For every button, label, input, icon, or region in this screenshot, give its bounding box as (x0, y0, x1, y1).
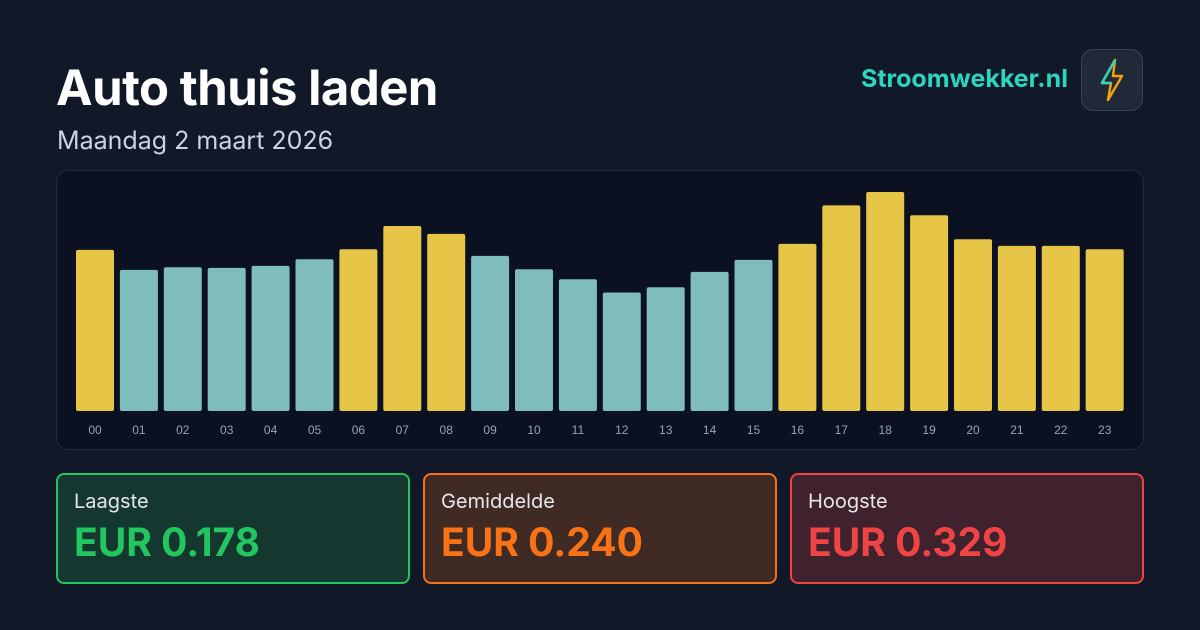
x-tick-label: 14 (703, 423, 717, 437)
bar (690, 271, 729, 411)
x-tick-label: 01 (132, 423, 146, 437)
stat-card: Gemiddelde EUR 0.240 (423, 473, 777, 584)
title: Auto thuis laden (56, 58, 438, 117)
x-tick-label: 22 (1054, 423, 1068, 437)
x-tick-label: 18 (879, 423, 893, 437)
bar (383, 225, 422, 411)
subtitle: Maandag 2 maart 2026 (57, 126, 334, 156)
bar (251, 265, 290, 411)
x-tick-label: 12 (615, 423, 629, 437)
bar (866, 192, 905, 411)
stat-card: Hoogste EUR 0.329 (790, 473, 1144, 584)
bar (119, 269, 158, 411)
x-tick-label: 19 (922, 423, 936, 437)
stat-value: EUR 0.178 (74, 519, 261, 566)
x-tick-label: 10 (527, 423, 541, 437)
brand-icon (1081, 49, 1143, 111)
x-tick-label: 00 (88, 423, 102, 437)
stat-card: Laagste EUR 0.178 (56, 473, 410, 584)
bar (163, 267, 202, 411)
bar (1085, 249, 1124, 411)
x-tick-label: 21 (1010, 423, 1024, 437)
bar (339, 249, 378, 411)
x-tick-label: 23 (1098, 423, 1112, 437)
bar (997, 245, 1036, 411)
x-tick-label: 05 (308, 423, 322, 437)
bar (778, 243, 817, 411)
bar (954, 239, 992, 411)
bar (1041, 245, 1080, 411)
x-tick-label: 09 (483, 423, 497, 437)
bar (76, 249, 114, 411)
bar (471, 255, 510, 411)
bar (822, 205, 861, 411)
brand: Stroomwekker.nl (860, 64, 1068, 94)
stat-label: Hoogste (808, 489, 888, 513)
bar (910, 215, 949, 411)
x-tick-label: 04 (264, 423, 278, 437)
bar (427, 233, 466, 411)
x-tick-label: 06 (352, 423, 366, 437)
x-tick-label: 03 (220, 423, 234, 437)
stat-value: EUR 0.240 (441, 519, 643, 566)
x-tick-label: 17 (835, 423, 849, 437)
x-tick-label: 07 (396, 423, 410, 437)
x-tick-label: 11 (572, 423, 585, 437)
lightning-icon (1100, 58, 1124, 102)
bar (558, 279, 597, 411)
x-tick-label: 08 (440, 423, 454, 437)
bar (602, 292, 641, 411)
x-tick-label: 16 (791, 423, 805, 437)
bar (515, 269, 553, 411)
bar (295, 259, 334, 411)
bar (207, 267, 246, 411)
stat-value: EUR 0.329 (808, 519, 1008, 566)
x-tick-label: 02 (176, 423, 190, 437)
x-tick-label: 20 (966, 423, 980, 437)
bar (734, 259, 773, 411)
stat-label: Gemiddelde (441, 489, 555, 513)
x-tick-label: 13 (659, 423, 673, 437)
stat-label: Laagste (74, 489, 149, 513)
bar (646, 287, 685, 411)
x-tick-label: 15 (747, 423, 761, 437)
